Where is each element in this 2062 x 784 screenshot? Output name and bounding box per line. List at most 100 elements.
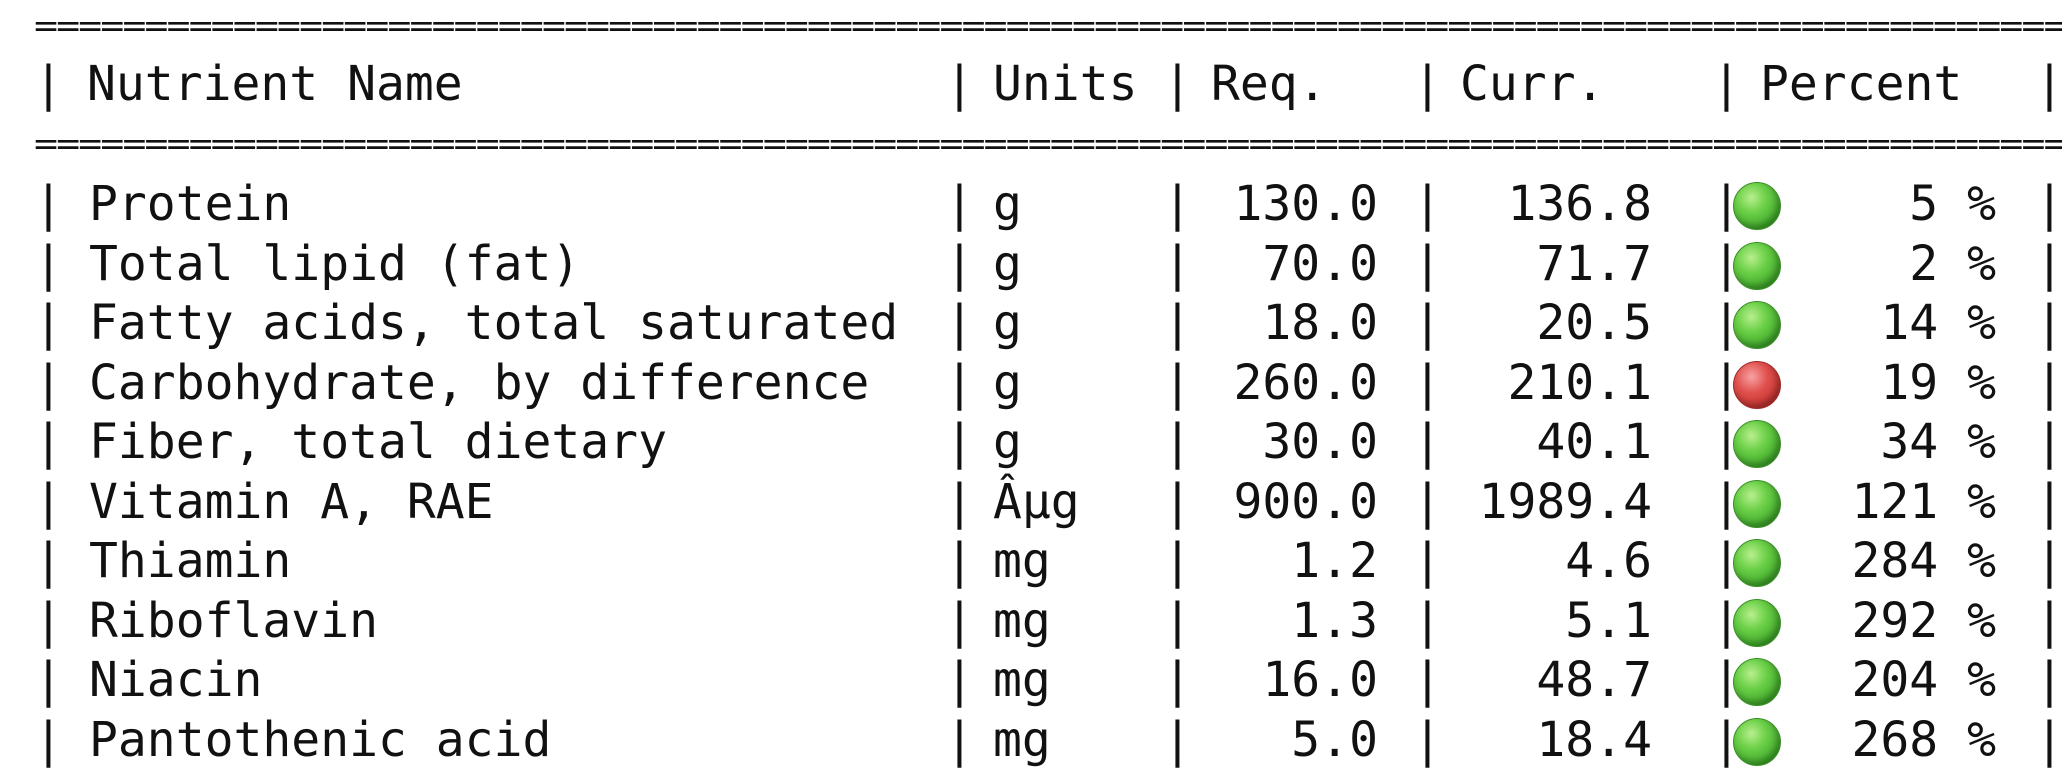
- nutrient-units: g: [993, 355, 1022, 411]
- required-value: 260.0: [1233, 355, 1379, 411]
- column-separator: |: [1163, 56, 1192, 112]
- nutrient-units: g: [993, 236, 1022, 292]
- column-separator: |: [1712, 56, 1741, 112]
- header-units: Units: [993, 56, 1138, 112]
- percent-value: 5 %: [1909, 176, 1996, 232]
- column-separator: |: [1413, 533, 1442, 589]
- column-separator: |: [1163, 236, 1192, 292]
- top-rule: ========================================…: [34, 7, 2062, 45]
- nutrient-units: g: [993, 176, 1022, 232]
- column-separator: |: [1163, 712, 1192, 768]
- column-separator: |: [945, 56, 974, 112]
- column-separator: |: [34, 56, 63, 112]
- column-separator: |: [2035, 414, 2062, 470]
- current-value: 18.4: [1536, 712, 1652, 768]
- column-separator: |: [1413, 414, 1442, 470]
- column-separator: |: [1413, 355, 1442, 411]
- nutrient-name: Total lipid (fat): [89, 236, 581, 292]
- green-circle-icon: [1733, 599, 1781, 647]
- column-separator: |: [34, 295, 63, 351]
- percent-value: 2 %: [1909, 236, 1996, 292]
- column-separator: |: [945, 414, 974, 470]
- required-value: 16.0: [1262, 652, 1378, 708]
- current-value: 40.1: [1536, 414, 1652, 470]
- green-circle-icon: [1733, 301, 1781, 349]
- column-separator: |: [2035, 533, 2062, 589]
- nutrient-name: Carbohydrate, by difference: [89, 355, 870, 411]
- column-separator: |: [945, 176, 974, 232]
- nutrient-units: g: [993, 414, 1022, 470]
- column-separator: |: [34, 414, 63, 470]
- column-separator: |: [2035, 355, 2062, 411]
- column-separator: |: [1413, 236, 1442, 292]
- nutrient-name: Fatty acids, total saturated: [89, 295, 899, 351]
- header-curr: Curr.: [1460, 56, 1605, 112]
- nutrient-name: Pantothenic acid: [89, 712, 552, 768]
- column-separator: |: [34, 176, 63, 232]
- nutrient-name: Riboflavin: [89, 593, 378, 649]
- required-value: 30.0: [1262, 414, 1378, 470]
- percent-value: 34 %: [1880, 414, 1996, 470]
- column-separator: |: [34, 474, 63, 530]
- column-separator: |: [2035, 712, 2062, 768]
- header-rule: ========================================…: [34, 125, 2062, 163]
- column-separator: |: [945, 593, 974, 649]
- required-value: 18.0: [1262, 295, 1378, 351]
- nutrient-units: g: [993, 295, 1022, 351]
- current-value: 4.6: [1565, 533, 1652, 589]
- column-separator: |: [1163, 414, 1192, 470]
- nutrient-units: Âµg: [993, 474, 1080, 530]
- required-value: 70.0: [1262, 236, 1378, 292]
- nutrient-units: mg: [993, 533, 1051, 589]
- green-circle-icon: [1733, 658, 1781, 706]
- column-separator: |: [945, 474, 974, 530]
- column-separator: |: [1413, 474, 1442, 530]
- green-circle-icon: [1733, 480, 1781, 528]
- header-nutrient-name: Nutrient Name: [87, 56, 463, 112]
- column-separator: |: [1163, 474, 1192, 530]
- percent-value: 268 %: [1851, 712, 1997, 768]
- column-separator: |: [1413, 56, 1442, 112]
- green-circle-icon: [1733, 718, 1781, 766]
- column-separator: |: [2035, 295, 2062, 351]
- percent-value: 14 %: [1880, 295, 1996, 351]
- column-separator: |: [945, 712, 974, 768]
- percent-value: 204 %: [1851, 652, 1997, 708]
- current-value: 210.1: [1507, 355, 1653, 411]
- column-separator: |: [1163, 176, 1192, 232]
- column-separator: |: [34, 236, 63, 292]
- column-separator: |: [945, 533, 974, 589]
- column-separator: |: [34, 533, 63, 589]
- column-separator: |: [2035, 474, 2062, 530]
- green-circle-icon: [1733, 539, 1781, 587]
- column-separator: |: [1413, 712, 1442, 768]
- column-separator: |: [2035, 176, 2062, 232]
- nutrient-units: mg: [993, 593, 1051, 649]
- column-separator: |: [1163, 355, 1192, 411]
- column-separator: |: [1413, 295, 1442, 351]
- current-value: 48.7: [1536, 652, 1652, 708]
- nutrient-name: Thiamin: [89, 533, 292, 589]
- header-req: Req.: [1211, 56, 1327, 112]
- nutrient-name: Niacin: [89, 652, 263, 708]
- current-value: 1989.4: [1478, 474, 1652, 530]
- green-circle-icon: [1733, 420, 1781, 468]
- column-separator: |: [1163, 652, 1192, 708]
- percent-value: 292 %: [1851, 593, 1997, 649]
- percent-value: 284 %: [1851, 533, 1997, 589]
- column-separator: |: [945, 355, 974, 411]
- column-separator: |: [945, 295, 974, 351]
- current-value: 20.5: [1536, 295, 1652, 351]
- column-separator: |: [34, 712, 63, 768]
- column-separator: |: [2035, 56, 2062, 112]
- column-separator: |: [34, 593, 63, 649]
- column-separator: |: [1163, 593, 1192, 649]
- current-value: 136.8: [1507, 176, 1653, 232]
- column-separator: |: [945, 652, 974, 708]
- column-separator: |: [2035, 652, 2062, 708]
- header-percent: Percent: [1760, 56, 1963, 112]
- current-value: 5.1: [1565, 593, 1652, 649]
- nutrient-units: mg: [993, 652, 1051, 708]
- column-separator: |: [34, 355, 63, 411]
- required-value: 1.2: [1291, 533, 1378, 589]
